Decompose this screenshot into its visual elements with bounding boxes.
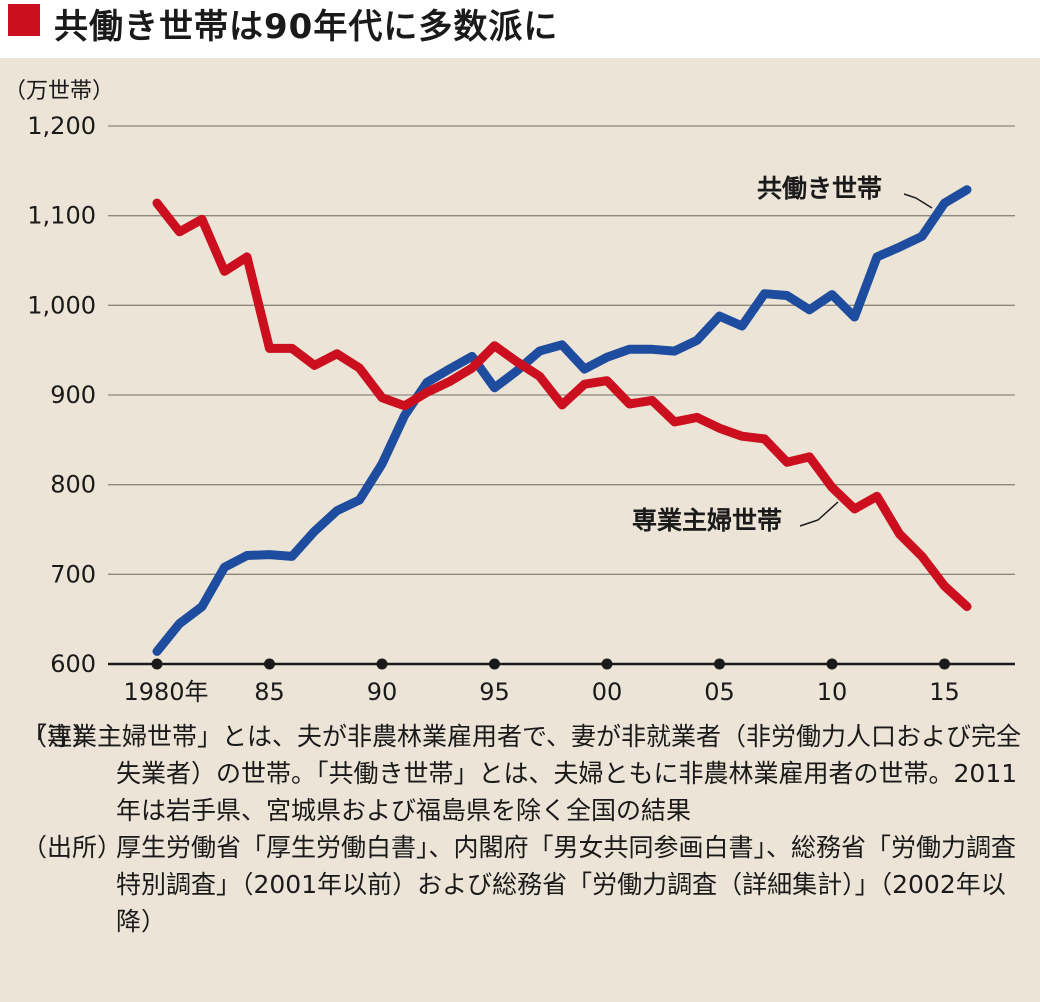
header: 共働き世帯は90年代に多数派に [0, 0, 1040, 58]
annotation-leader [903, 193, 933, 209]
page-title: 共働き世帯は90年代に多数派に [54, 7, 559, 47]
x-tick-label: 05 [704, 678, 735, 706]
series-label-dual-income: 共働き世帯 [757, 174, 882, 203]
x-tick-dot [489, 658, 500, 670]
axis-layer: 600 700 800 900 1,000 1,100 1,200 1980年 85 90 95 00… [27, 112, 1015, 706]
y-tick-label: 900 [50, 381, 96, 409]
y-tick-label: 1,100 [27, 202, 96, 230]
x-tick-label: 00 [592, 678, 623, 706]
source-text: 厚生労働省「厚生労働白書」、内閣府「男女共同参画白書」、総務省「労働力調査特別調… [116, 833, 1017, 936]
notes-section: （注） 「専業主婦世帯」とは、夫が非農林業雇用者で、妻が非就業者（非労働力人口お… [22, 718, 1032, 940]
y-tick-label: 1,200 [27, 112, 96, 140]
x-tick-dot [939, 658, 950, 670]
y-tick-label: 600 [50, 650, 96, 678]
source-row: （出所） 厚生労働省「厚生労働白書」、内閣府「男女共同参画白書」、総務省「労働力… [22, 829, 1032, 940]
note-text-lead: 「専業主婦世帯」とは、夫が非農林業雇用者で、妻が非就業者（非労働 [22, 722, 822, 751]
title-marker-square [8, 4, 40, 36]
series-layer [152, 185, 972, 656]
x-tick-dot [826, 658, 838, 670]
note-label: （注） [22, 722, 98, 751]
series-label-single-income: 専業主婦世帯 [632, 506, 782, 535]
x-tick-dot [264, 658, 275, 670]
x-tick-label: 85 [254, 678, 285, 706]
y-tick-label: 800 [50, 471, 96, 499]
x-tick-dot [376, 658, 388, 670]
x-tick-dot [714, 658, 725, 670]
x-tick-dot [151, 658, 163, 670]
x-tick-label: 15 [929, 678, 960, 706]
x-tick-label: 10 [817, 678, 848, 706]
y-tick-label: 1,000 [27, 291, 96, 319]
note-text: 「専業主婦世帯」とは、夫が非農林業雇用者で、妻が非就業者（非労働力人口および完全… [22, 718, 1032, 829]
x-tick-label: 95 [479, 678, 510, 706]
line-chart: 600 700 800 900 1,000 1,100 1,200 1980年 85 90 95 00… [4, 79, 1015, 706]
x-tick-label: 90 [367, 678, 398, 706]
annotation-leader [799, 501, 839, 527]
x-tick-label: 1980年 [123, 678, 208, 706]
y-axis-unit-label: （万世帯） [4, 79, 114, 104]
series-line-single-income [152, 198, 972, 612]
note-text-rest: 力人口および完全失業者）の世帯。「共働き世帯」とは、夫婦ともに非農林業雇用者の世… [116, 722, 1022, 825]
series-line-dual-income [152, 185, 972, 656]
note-row: （注） 「専業主婦世帯」とは、夫が非農林業雇用者で、妻が非就業者（非労働力人口お… [22, 718, 1032, 829]
y-tick-label: 700 [50, 560, 96, 588]
x-tick-dot [601, 658, 613, 670]
source-label: （出所） [22, 833, 123, 862]
